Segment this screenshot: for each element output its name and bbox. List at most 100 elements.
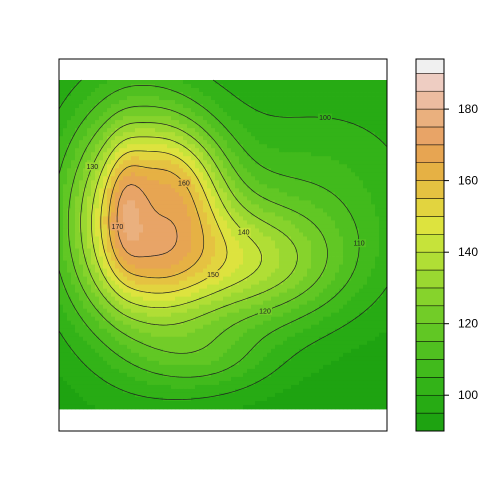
raster-cell: [91, 100, 96, 105]
raster-cell: [71, 208, 76, 213]
raster-cell: [135, 132, 140, 137]
raster-cell: [183, 240, 188, 245]
raster-cell: [215, 260, 220, 265]
raster-cell: [171, 208, 176, 213]
raster-cell: [179, 220, 184, 225]
raster-cell: [103, 188, 108, 193]
raster-cell: [119, 260, 124, 265]
raster-cell: [247, 296, 252, 302]
raster-cell: [379, 268, 384, 273]
raster-cell: [247, 152, 252, 157]
raster-cell: [163, 84, 168, 89]
raster-cell: [323, 144, 328, 149]
raster-cell: [339, 320, 344, 326]
raster-cell: [347, 84, 352, 89]
raster-cell: [79, 216, 84, 221]
raster-cell: [95, 172, 100, 177]
raster-cell: [75, 116, 80, 121]
raster-cell: [331, 80, 336, 85]
raster-cell: [79, 296, 84, 302]
raster-cell: [119, 232, 124, 237]
raster-cell: [303, 144, 308, 149]
raster-cell: [299, 264, 304, 269]
raster-cell: [347, 112, 352, 117]
raster-cell: [235, 88, 240, 93]
raster-cell: [219, 308, 224, 314]
raster-cell: [307, 284, 312, 290]
raster-cell: [375, 116, 380, 121]
raster-cell: [375, 172, 380, 177]
raster-cell: [359, 248, 364, 253]
raster-cell: [159, 256, 164, 261]
raster-cell: [295, 216, 300, 221]
raster-cell: [179, 292, 184, 298]
raster-cell: [363, 220, 368, 225]
raster-cell: [227, 224, 232, 229]
raster-cell: [131, 144, 136, 149]
raster-cell: [255, 220, 260, 225]
raster-cell: [71, 240, 76, 245]
raster-cell: [75, 240, 80, 245]
raster-cell: [259, 116, 264, 121]
raster-cell: [195, 164, 200, 169]
raster-cell: [175, 188, 180, 193]
raster-cell: [103, 112, 108, 117]
raster-cell: [267, 124, 272, 129]
raster-cell: [243, 124, 248, 129]
raster-cell: [279, 288, 284, 294]
raster-cell: [315, 168, 320, 173]
raster-cell: [299, 228, 304, 233]
raster-cell: [255, 136, 260, 141]
raster-cell: [327, 304, 332, 310]
raster-cell: [87, 88, 92, 93]
raster-cell: [103, 200, 108, 205]
raster-cell: [359, 92, 364, 97]
raster-cell: [243, 288, 248, 294]
raster-cell: [327, 300, 332, 306]
raster-cell: [227, 172, 232, 177]
raster-cell: [155, 244, 160, 249]
raster-cell: [355, 300, 360, 306]
raster-cell: [203, 96, 208, 101]
raster-cell: [303, 196, 308, 201]
raster-cell: [363, 224, 368, 229]
raster-cell: [215, 140, 220, 145]
raster-cell: [375, 232, 380, 237]
raster-cell: [199, 320, 204, 326]
raster-cell: [243, 292, 248, 298]
raster-cell: [179, 192, 184, 197]
raster-cell: [191, 176, 196, 181]
raster-cell: [95, 224, 100, 229]
raster-cell: [127, 264, 132, 269]
raster-cell: [347, 144, 352, 149]
raster-cell: [195, 120, 200, 125]
raster-cell: [239, 264, 244, 269]
raster-cell: [239, 184, 244, 189]
raster-cell: [295, 260, 300, 265]
raster-cell: [179, 260, 184, 265]
raster-cell: [71, 136, 76, 141]
raster-cell: [163, 288, 168, 294]
raster-cell: [143, 172, 148, 177]
raster-cell: [359, 236, 364, 241]
raster-cell: [115, 132, 120, 137]
raster-cell: [287, 260, 292, 265]
raster-cell: [335, 192, 340, 197]
raster-cell: [219, 116, 224, 121]
raster-cell: [207, 196, 212, 201]
raster-cell: [171, 260, 176, 265]
raster-cell: [67, 156, 72, 161]
raster-cell: [59, 112, 64, 117]
raster-cell: [79, 196, 84, 201]
raster-cell: [115, 276, 120, 282]
raster-cell: [339, 168, 344, 173]
raster-cell: [147, 276, 152, 282]
raster-cell: [367, 192, 372, 197]
raster-cell: [147, 208, 152, 213]
raster-cell: [123, 280, 128, 286]
raster-cell: [279, 252, 284, 257]
raster-cell: [307, 268, 312, 273]
raster-cell: [315, 176, 320, 181]
raster-cell: [179, 256, 184, 261]
raster-cell: [111, 264, 116, 269]
